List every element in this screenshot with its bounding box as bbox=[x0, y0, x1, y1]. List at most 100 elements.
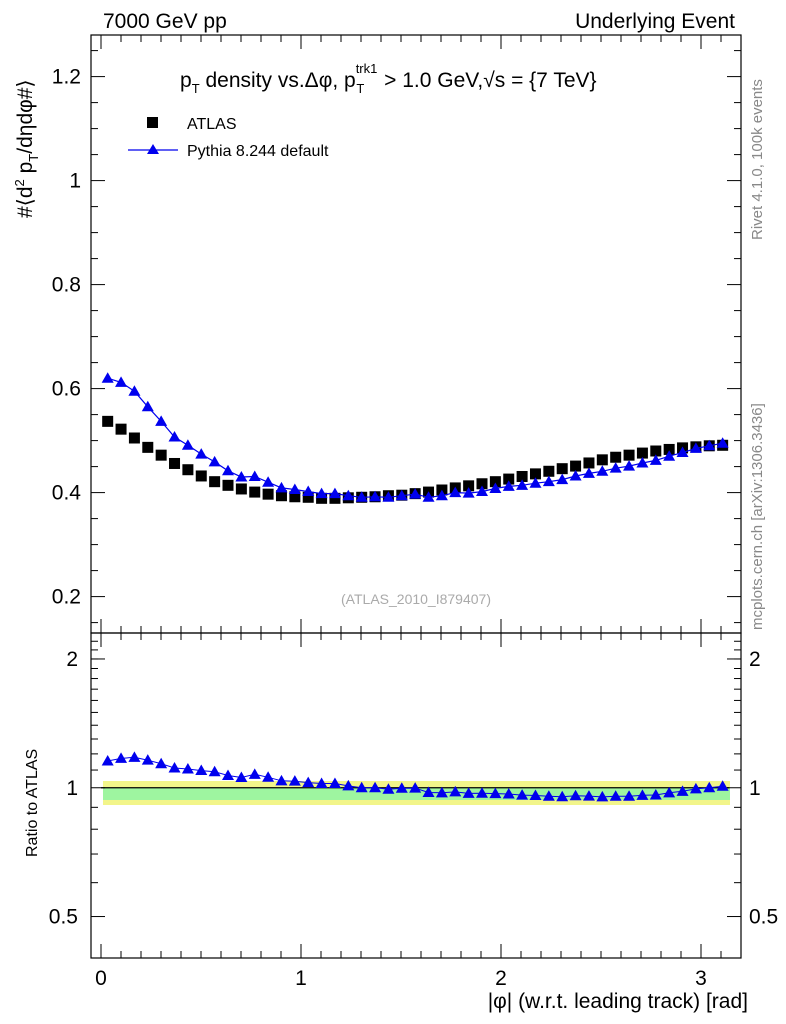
pythia-data-point bbox=[168, 430, 181, 442]
atlas-data-point bbox=[115, 423, 127, 435]
ratio-y-tick-label-right: 2 bbox=[749, 648, 761, 671]
y-axis-label: #⟨d2 pT/dηdφ#⟩ bbox=[12, 79, 41, 218]
rivet-label: Rivet 4.1.0, 100k events bbox=[749, 79, 766, 240]
pythia-data-point bbox=[649, 454, 662, 465]
x-axis-label: |φ| (w.r.t. leading track) [rad] bbox=[488, 990, 748, 1013]
atlas-data-point bbox=[636, 447, 648, 459]
header-right: Underlying Event bbox=[575, 10, 735, 33]
y-tick-label: 0.6 bbox=[52, 378, 81, 401]
ratio-data-point bbox=[449, 785, 462, 797]
ratio-data-point bbox=[288, 775, 301, 786]
ratio-data-point bbox=[516, 789, 529, 800]
atlas-data-point bbox=[128, 432, 140, 444]
atlas-data-point bbox=[516, 470, 528, 482]
ratio-data-point bbox=[703, 781, 716, 793]
y-tick-label: 0.2 bbox=[52, 586, 81, 609]
atlas-data-point bbox=[610, 451, 622, 463]
ratio-data-point bbox=[222, 769, 235, 781]
pythia-data-point bbox=[502, 480, 515, 491]
pythia-data-point bbox=[449, 486, 462, 498]
x-tick-label: 1 bbox=[295, 967, 307, 990]
y-tick-label: 0.4 bbox=[52, 482, 82, 505]
atlas-data-point bbox=[556, 463, 568, 475]
y-tick-label: 1.2 bbox=[52, 66, 81, 89]
atlas-data-point bbox=[463, 480, 475, 492]
pythia-data-point bbox=[636, 456, 649, 468]
ratio-data-point bbox=[315, 777, 328, 789]
legend-label-pythia: Pythia 8.244 default bbox=[187, 143, 329, 160]
atlas-data-point bbox=[596, 454, 608, 466]
ratio-data-point bbox=[208, 765, 221, 777]
pythia-data-point bbox=[101, 372, 114, 383]
ratio-data-point bbox=[476, 787, 489, 798]
pythia-data-point bbox=[288, 483, 301, 494]
ratio-y-tick-label-right: 0.5 bbox=[749, 906, 778, 929]
pythia-data-point bbox=[342, 489, 355, 501]
chart-title: pT density vs.Δφ, ptrk1 T > 1.0 GeV,√s = … bbox=[180, 61, 597, 96]
ratio-data-point bbox=[596, 790, 609, 802]
ratio-data-point bbox=[689, 782, 702, 794]
y-tick-label: 1 bbox=[69, 170, 81, 193]
ratio-y-axis-label: Ratio to ATLAS bbox=[24, 749, 41, 857]
ratio-data-point bbox=[649, 788, 662, 800]
legend-marker-atlas bbox=[147, 117, 158, 128]
pythia-data-point bbox=[195, 448, 208, 459]
pythia-data-point bbox=[275, 481, 288, 493]
ratio-data-point bbox=[489, 787, 502, 799]
ratio-y-tick-label: 2 bbox=[66, 648, 78, 671]
pythia-data-point bbox=[181, 439, 194, 450]
ratio-y-tick-label: 1 bbox=[66, 777, 78, 800]
atlas-data-point bbox=[142, 441, 154, 453]
ratio-data-point bbox=[195, 764, 208, 776]
ratio-data-point bbox=[676, 785, 689, 796]
pythia-data-point bbox=[382, 491, 395, 502]
pythia-data-point bbox=[609, 462, 622, 473]
ratio-data-point bbox=[115, 752, 128, 763]
pythia-data-point bbox=[676, 446, 689, 458]
pythia-data-point bbox=[141, 400, 154, 412]
pythia-data-point bbox=[422, 491, 435, 502]
pythia-data-point bbox=[582, 467, 595, 478]
atlas-data-point bbox=[155, 449, 167, 461]
pythia-data-point bbox=[516, 479, 529, 490]
ratio-data-point bbox=[409, 782, 422, 793]
x-tick-label: 2 bbox=[495, 967, 507, 990]
pythia-data-point bbox=[262, 476, 275, 487]
pythia-data-point bbox=[315, 487, 328, 499]
atlas-data-point bbox=[169, 457, 181, 469]
ratio-data-point bbox=[435, 786, 448, 798]
atlas-data-point bbox=[182, 464, 194, 476]
x-tick-label: 3 bbox=[695, 967, 707, 990]
ratio-data-point bbox=[609, 790, 622, 801]
ratio-data-point bbox=[663, 786, 676, 798]
mcplots-label: mcplots.cern.ch [arXiv:1306.3436] bbox=[749, 403, 766, 630]
pythia-data-point bbox=[556, 473, 569, 485]
ratio-data-point bbox=[181, 763, 194, 774]
pythia-data-point bbox=[569, 469, 582, 481]
ratio-data-point bbox=[128, 751, 141, 762]
ratio-data-point bbox=[355, 781, 368, 793]
ratio-data-point bbox=[569, 789, 582, 801]
pythia-data-point bbox=[128, 385, 141, 396]
header-left: 7000 GeV pp bbox=[103, 10, 227, 33]
ratio-data-point bbox=[302, 776, 315, 788]
pythia-data-point bbox=[328, 487, 341, 499]
atlas-data-point bbox=[503, 473, 515, 485]
pythia-data-point bbox=[716, 437, 729, 448]
ratio-data-point bbox=[623, 790, 636, 801]
pythia-data-point bbox=[208, 455, 221, 467]
atlas-data-point bbox=[249, 486, 261, 498]
ratio-data-point bbox=[262, 771, 275, 782]
pythia-data-point bbox=[489, 482, 502, 493]
ratio-data-point bbox=[462, 787, 475, 798]
ratio-data-point bbox=[422, 786, 435, 797]
atlas-data-point bbox=[262, 488, 274, 500]
pythia-data-point bbox=[542, 475, 555, 487]
pythia-data-point bbox=[355, 491, 368, 502]
pythia-data-point bbox=[395, 489, 408, 501]
atlas-data-point bbox=[289, 491, 301, 503]
ratio-data-point bbox=[275, 774, 288, 786]
atlas-data-point bbox=[543, 465, 555, 477]
legend-marker-pythia bbox=[147, 144, 159, 154]
atlas-data-point bbox=[195, 470, 207, 482]
